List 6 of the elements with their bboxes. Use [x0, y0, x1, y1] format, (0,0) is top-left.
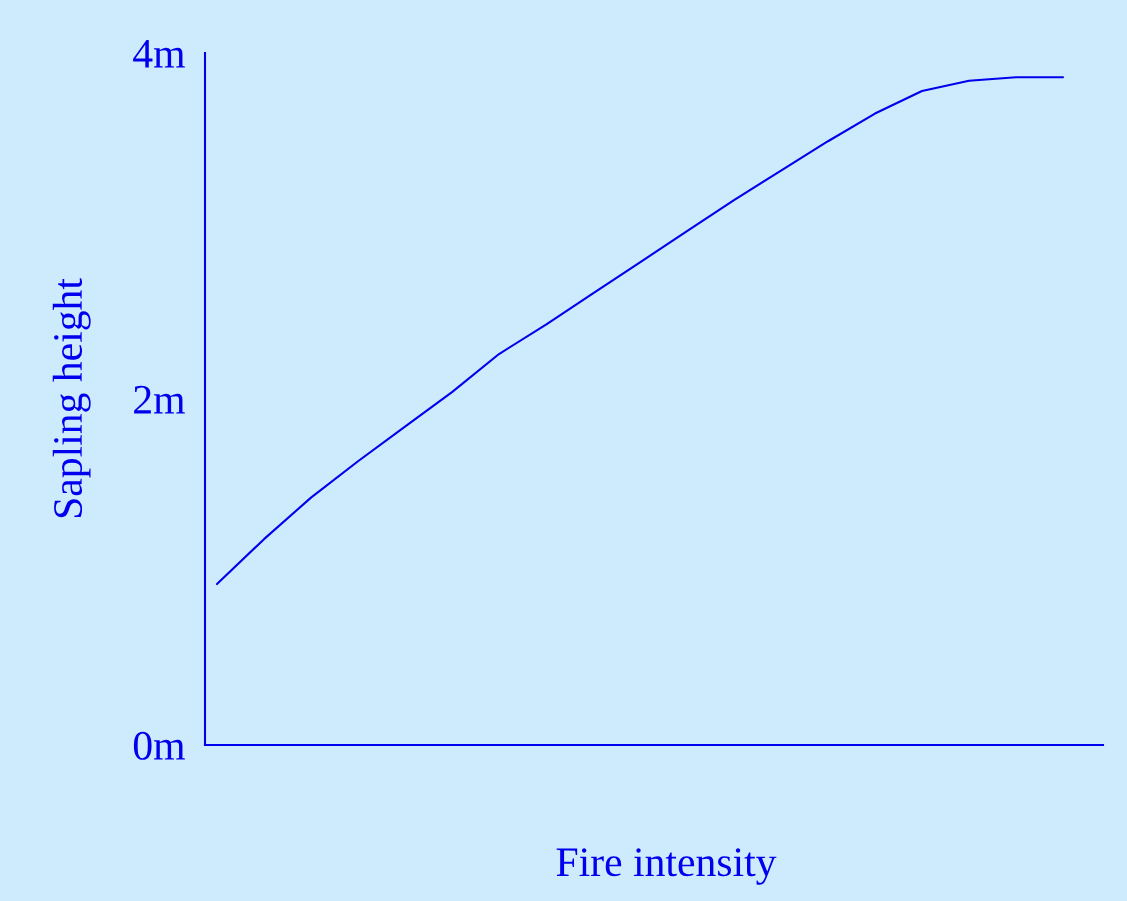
line-series: [215, 76, 1065, 586]
y-tick-label: 2m: [134, 385, 185, 414]
x-axis-title: Fire intensity: [556, 848, 777, 885]
y-tick-label: 4m: [133, 40, 185, 68]
y-tick-label: 0m: [133, 731, 185, 760]
y-axis-title: Sapling height: [52, 278, 91, 518]
